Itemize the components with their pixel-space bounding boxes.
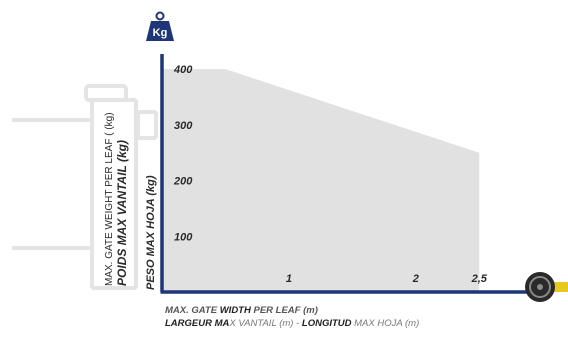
x-tick-label-2-5: 2,5 [471,273,488,285]
weight-kg-icon: Kg [146,11,174,41]
x-tick-label-2: 2 [412,273,419,285]
y-tick-label-400: 400 [173,64,193,76]
y-axis-label-outer: MAX. GATE WEIGHT PER LEAF ( (kg) POIDS M… [104,112,129,286]
x-tick-label-1: 1 [286,273,292,285]
y-axis-label-en: MAX. GATE WEIGHT PER LEAF ( (kg) [104,112,115,286]
y-axis-label-fr: POIDS MAX VANTAIL (kg) [115,139,129,286]
gate-illustration [12,84,158,290]
y-tick-label-300: 300 [174,120,193,132]
x-axis-label-line2: LARGEUR MAX VANTAIL (m) - LONGITUD MAX H… [165,318,420,329]
y-tick-label-100: 100 [174,231,193,243]
tape-measure-icon [525,272,568,302]
y-tick-label-200: 200 [173,176,193,188]
weight-icon-text: Kg [153,27,168,39]
y-axis-label-inner: PESO MAX HOJA (kg) [145,175,157,291]
x-axis-label-line1: MAX. GATE WIDTH PER LEAF (m) [165,305,318,316]
capacity-area [162,69,480,293]
